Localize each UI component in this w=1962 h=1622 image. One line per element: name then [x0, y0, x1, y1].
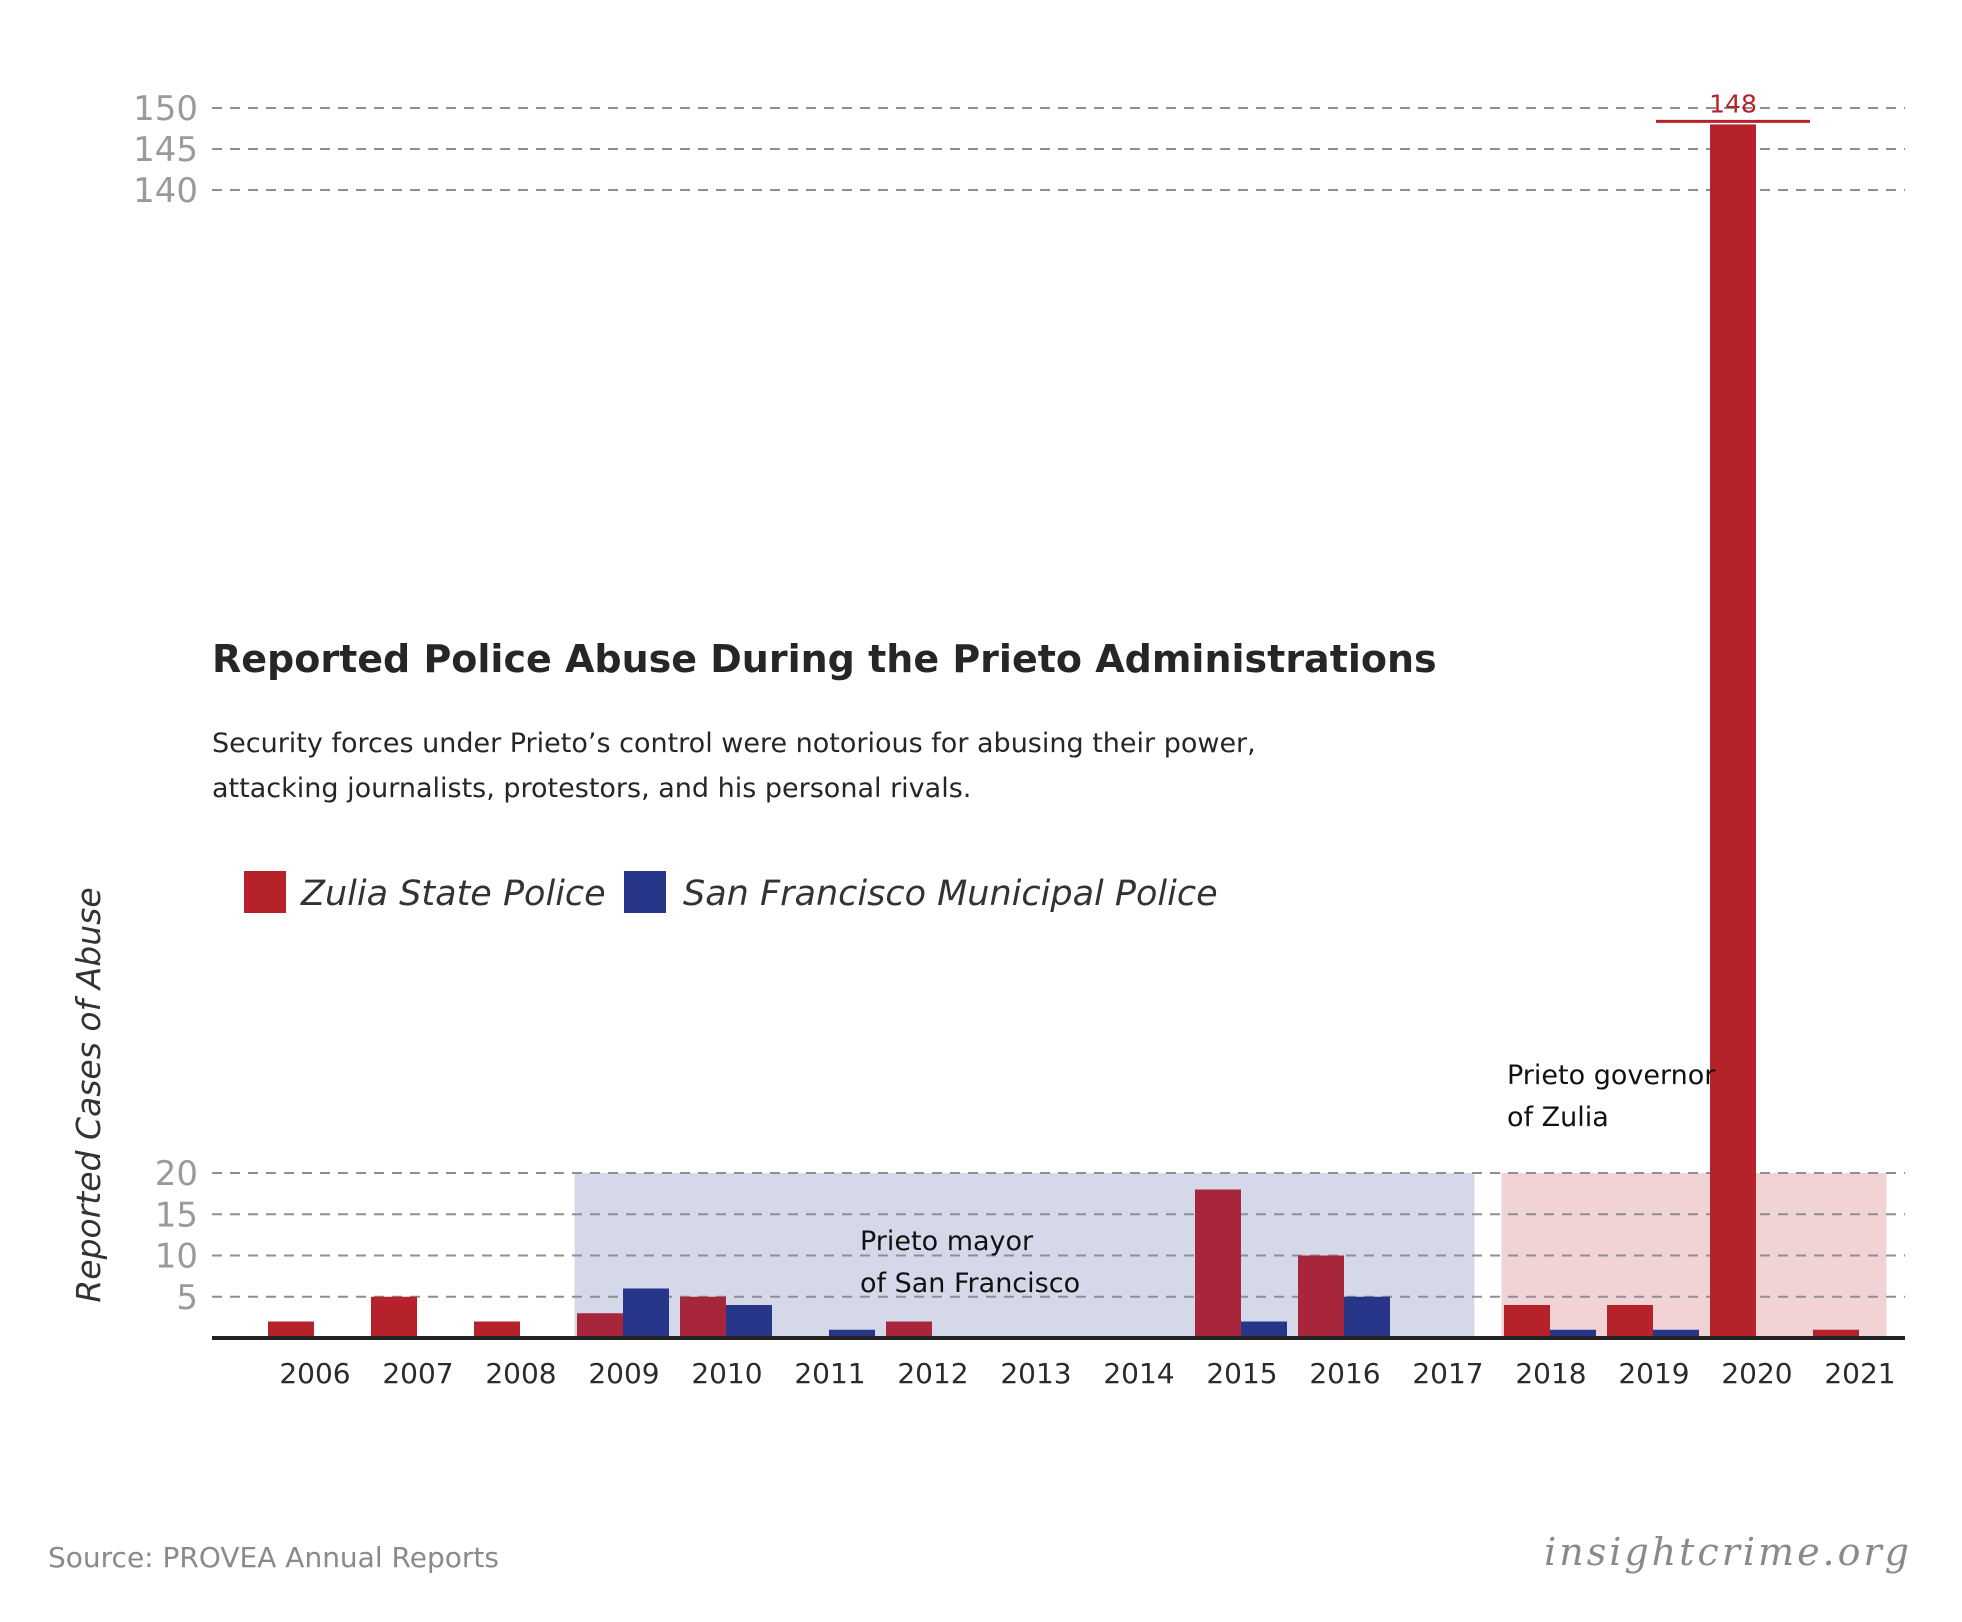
x-tick-2020: 2020: [1721, 1357, 1792, 1390]
chart-subtitle-line-2: attacking journalists, protestors, and h…: [212, 773, 971, 804]
chart-title: Reported Police Abuse During the Prieto …: [212, 637, 1437, 681]
period-annotation-0-line-0: Prieto mayor: [860, 1226, 1034, 1257]
bar-san-francisco-municipal-police-2010: [726, 1305, 772, 1338]
x-tick-2017: 2017: [1412, 1357, 1483, 1390]
x-tick-2009: 2009: [588, 1357, 659, 1390]
legend-swatch-zulia: [244, 871, 286, 913]
legend-swatch-san-francisco: [624, 871, 666, 913]
y-tick-140: 140: [133, 171, 198, 211]
bar-zulia-state-police-2007: [371, 1297, 417, 1338]
legend-label-san-francisco: San Francisco Municipal Police: [683, 874, 1218, 914]
x-tick-2018: 2018: [1515, 1357, 1586, 1390]
bar-zulia-state-police-2019: [1607, 1305, 1653, 1338]
x-tick-2016: 2016: [1309, 1357, 1380, 1390]
bar-zulia-state-police-2012: [886, 1322, 932, 1339]
y-tick-10: 10: [155, 1237, 198, 1277]
y-tick-145: 145: [133, 130, 198, 170]
bar-zulia-state-police-2009: [577, 1313, 623, 1338]
x-tick-2007: 2007: [382, 1357, 453, 1390]
bar-san-francisco-municipal-police-2015: [1241, 1322, 1287, 1339]
x-tick-2019: 2019: [1618, 1357, 1689, 1390]
bar-zulia-state-police-2018: [1504, 1305, 1550, 1338]
gridlines: [212, 108, 1905, 1297]
x-tick-2008: 2008: [485, 1357, 556, 1390]
bar-zulia-state-police-2016: [1298, 1256, 1344, 1339]
bar-zulia-state-police-2010: [680, 1297, 726, 1338]
x-tick-2010: 2010: [691, 1357, 762, 1390]
bar-san-francisco-municipal-police-2016: [1344, 1297, 1390, 1338]
data-label-2020: 148: [1709, 89, 1757, 118]
y-tick-5: 5: [176, 1278, 198, 1318]
bar-san-francisco-municipal-police-2009: [623, 1289, 669, 1339]
x-tick-labels: 2006 2007 2008 2009 2010 2011 2012 2013 2014 2015…: [279, 1357, 1895, 1390]
bar-zulia-state-police-2006: [268, 1322, 314, 1339]
y-tick-20: 20: [155, 1154, 198, 1194]
x-tick-2014: 2014: [1103, 1357, 1174, 1390]
x-tick-2006: 2006: [279, 1357, 350, 1390]
x-tick-2015: 2015: [1206, 1357, 1277, 1390]
x-tick-2012: 2012: [897, 1357, 968, 1390]
x-tick-2021: 2021: [1824, 1357, 1895, 1390]
x-tick-2013: 2013: [1000, 1357, 1071, 1390]
x-tick-2011: 2011: [794, 1357, 865, 1390]
brand-logo-text: insightcrime.org: [1544, 1530, 1912, 1574]
legend-label-zulia: Zulia State Police: [300, 874, 606, 914]
y-tick-150: 150: [133, 89, 198, 129]
y-tick-15: 15: [155, 1195, 198, 1235]
bar-zulia-state-police-2008: [474, 1322, 520, 1339]
period-annotation-1-line-1: of Zulia: [1507, 1102, 1609, 1133]
y-axis-label: Reported Cases of Abuse: [69, 887, 108, 1302]
period-annotation-1-line-0: Prieto governor: [1507, 1060, 1716, 1091]
bar-zulia-state-police-2020: [1710, 124, 1756, 1338]
bar-zulia-state-police-2015: [1195, 1190, 1241, 1339]
legend: Zulia State Police San Francisco Municip…: [244, 871, 1218, 914]
period-annotation-0-line-1: of San Francisco: [860, 1268, 1080, 1299]
source-note: Source: PROVEA Annual Reports: [48, 1541, 499, 1574]
chart-subtitle-line-1: Security forces under Prieto’s control w…: [212, 728, 1256, 759]
data-labels: 148: [1656, 89, 1810, 121]
